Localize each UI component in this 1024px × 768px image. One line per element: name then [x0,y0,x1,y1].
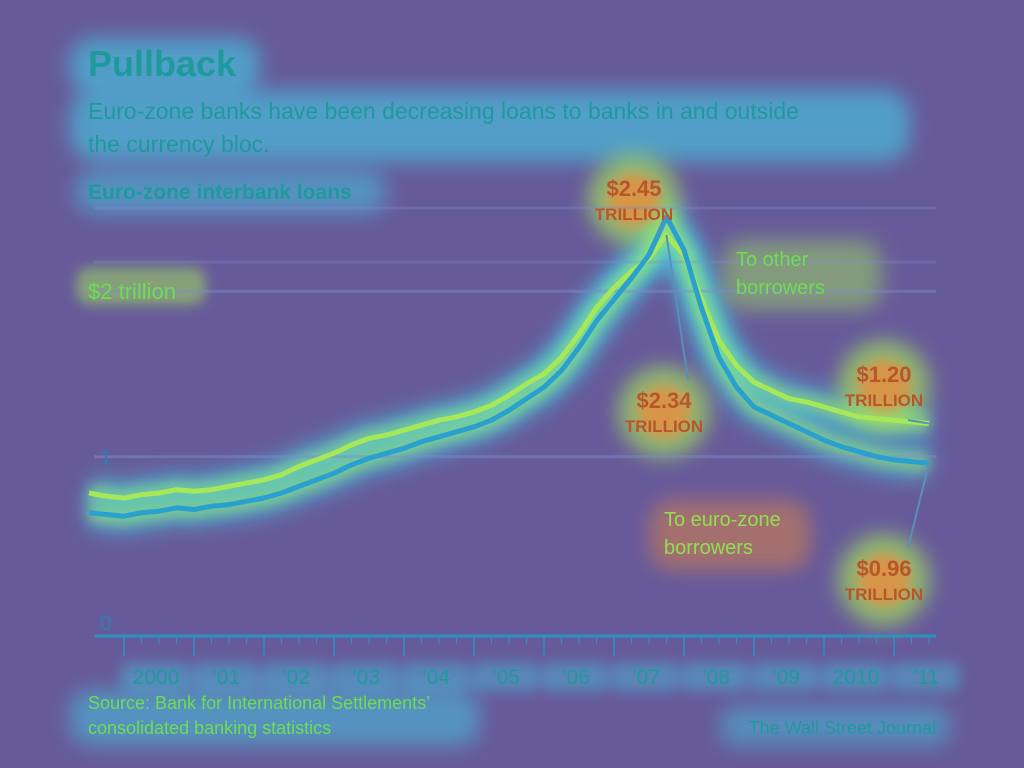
tick-glow [120,662,190,692]
chart-subtitle-line2: the currency bloc. [88,131,270,157]
source-line1: Source: Bank for International Settlemen… [88,693,430,713]
chart-label-glow [76,170,386,214]
series-label-glow [650,500,810,570]
x-tick-label: ’02 [282,666,310,689]
annotation-unit: TRILLION [625,417,703,436]
chart-title: Pullback [88,43,237,84]
annotation-leader [657,216,668,235]
series-lines [88,214,930,519]
x-tick-label: ’06 [562,666,590,689]
annotation-value: $1.20 [856,362,911,387]
credit-glow [720,706,950,746]
x-tick-label: 2010 [833,666,880,689]
source-line2: consolidated banking statistics [88,718,331,738]
annotation-glow-core [858,554,910,606]
annotation-leader [907,419,930,425]
chart-label: Euro-zone interbank loans [88,181,352,204]
tick-glow [470,662,540,692]
annotation-unit: TRILLION [595,205,673,224]
annotation-leader [665,234,689,381]
annotation-glow-core [638,386,690,438]
tick-glow [750,662,820,692]
tick-glow [190,662,260,692]
credit: The Wall Street Journal [749,718,936,738]
tick-glow [820,662,890,692]
tick-glow [400,662,470,692]
tick-glow [890,662,960,692]
series-labels: To other borrowers To euro-zone borrowers [664,249,825,559]
source-glow [70,690,480,746]
series-label-line2: borrowers [736,277,825,299]
y-tick-label: $2 trillion [88,279,176,304]
tick-glow [260,662,330,692]
annotation-glow-core [858,360,910,412]
x-tick-label: ’01 [212,666,240,689]
tick-glow [680,662,750,692]
tick-glow [610,662,680,692]
x-tick-label: 2000 [133,666,180,689]
title-glow [70,38,260,94]
annotation-unit: TRILLION [845,585,923,604]
ytick-glow [76,267,206,306]
series-label-line2: borrowers [664,537,753,559]
tick-glow [540,662,610,692]
chart-subtitle-line1: Euro-zone banks have been decreasing loa… [88,98,799,124]
series-label-line1: To other [736,249,809,271]
x-tick-label: ’03 [352,666,380,689]
annotation-value: $2.45 [606,176,661,201]
gridlines [94,206,936,459]
y-tick-label: 1 [100,447,112,470]
value-annotations: $2.45 TRILLION $2.34 TRILLION $1.20 TRILLION $… [595,176,930,604]
annotation-glow-core [608,174,660,226]
series-label-glow [722,240,882,310]
annotation-unit: TRILLION [845,391,923,410]
x-tick-label: ’05 [492,666,520,689]
tick-glow [330,662,400,692]
y-tick-label: 0 [100,612,112,635]
annotation-leader [907,462,930,549]
x-tick-label: ’08 [702,666,730,689]
x-tick-label: ’04 [422,666,450,689]
x-tick-label: ’11 [913,666,939,689]
annotation-value: $2.34 [636,388,692,413]
x-tick-label: ’07 [632,666,660,689]
series-line-euro-zone-borrowers [88,214,930,519]
x-tick-label: ’09 [772,666,800,689]
subtitle-glow [70,90,910,162]
series-line-other-borrowers [88,232,930,501]
series-label-line1: To euro-zone [664,509,781,531]
annotation-value: $0.96 [856,556,911,581]
axes: 2000 ’01 ’02 ’03 ’04 ’05 ’06 ’07 ’08 ’09 2010 ’11 0 1… [88,279,939,689]
